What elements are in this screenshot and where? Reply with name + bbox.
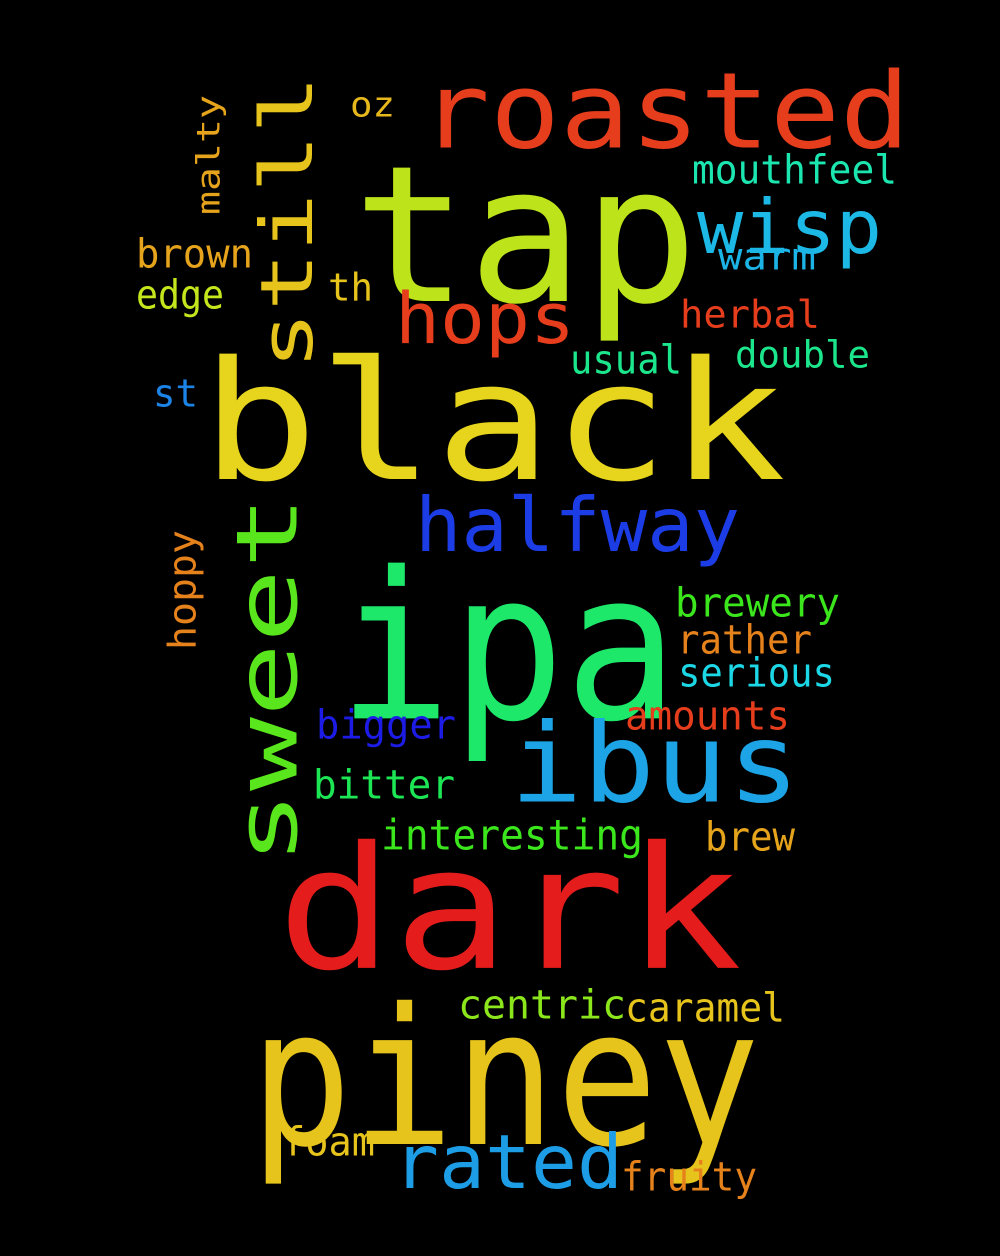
word-wisp: wisp [697, 183, 882, 271]
word-brew: brew [705, 813, 795, 860]
word-ipa: ipa [338, 527, 678, 767]
word-warm: warm [718, 236, 816, 280]
word-mouthfeel: mouthfeel [692, 146, 897, 193]
word-usual: usual [570, 336, 682, 383]
word-centric: centric [458, 981, 626, 1028]
word-bitter: bitter [313, 761, 455, 808]
word-th: th [328, 266, 373, 310]
word-piney: piney [250, 968, 760, 1190]
word-roasted: roasted [420, 51, 910, 174]
word-malty: malty [190, 95, 228, 215]
word-black: black [201, 325, 786, 519]
word-caramel: caramel [625, 984, 785, 1031]
word-brown: brown [136, 230, 253, 277]
word-rated: rated [393, 1118, 623, 1206]
word-dark: dark [277, 810, 742, 1009]
word-sweet: sweet [218, 495, 318, 865]
word-tap: tap [353, 125, 698, 347]
word-hoppy: hoppy [161, 530, 205, 650]
word-double: double [735, 334, 870, 378]
word-brewery: brewery [675, 579, 840, 626]
word-still: still [245, 75, 330, 370]
word-st: st [153, 372, 198, 416]
word-serious: serious [678, 649, 835, 696]
word-edge: edge [136, 271, 224, 318]
word-interesting: interesting [381, 811, 643, 860]
word-herbal: herbal [680, 293, 820, 337]
word-halfway: halfway [415, 481, 740, 569]
word-rather: rather [677, 616, 812, 663]
word-ibus: ibus [510, 700, 800, 829]
word-foam: foam [282, 1118, 375, 1165]
word-oz: oz [350, 84, 395, 126]
word-fruity: fruity [621, 1153, 757, 1200]
word-bigger: bigger [316, 701, 456, 748]
word-amounts: amounts [625, 692, 790, 739]
word-hops: hops [395, 279, 575, 361]
